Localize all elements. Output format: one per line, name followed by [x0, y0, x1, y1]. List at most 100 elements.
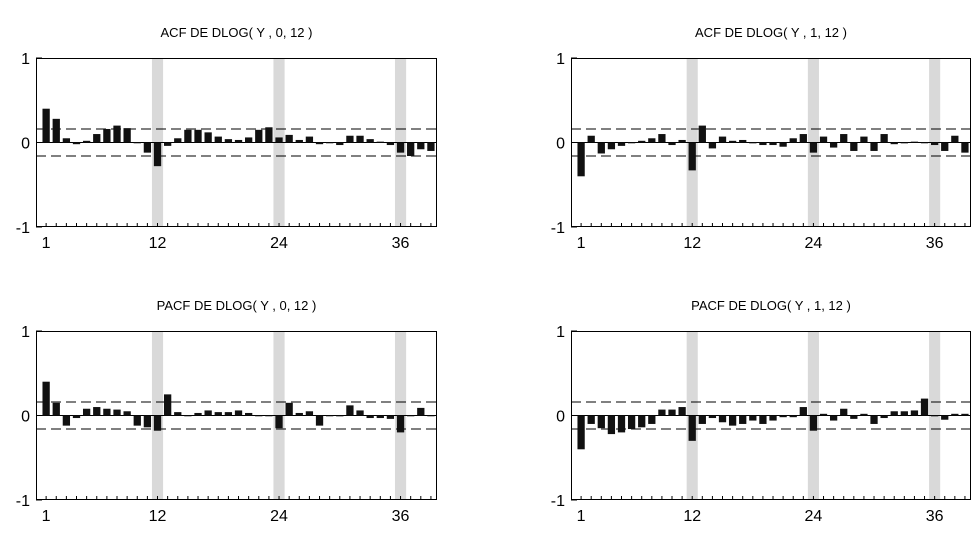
acf-bar-lag-33: [366, 139, 374, 143]
acf-bar-lag-25: [285, 134, 293, 143]
acf-bar-lag-3: [62, 138, 71, 143]
acf-bar-lag-28: [315, 415, 324, 426]
acf-bar-lag-32: [356, 135, 364, 143]
acf-bar-lag-34: [910, 141, 919, 143]
acf-bar-lag-7: [638, 140, 646, 143]
acf-bar-lag-23: [799, 407, 807, 416]
y-tick-label: 1: [21, 51, 30, 68]
acf-bar-lag-14: [174, 412, 182, 416]
acf-bar-lag-10: [668, 409, 676, 416]
acf-bar-lag-24: [809, 415, 818, 431]
acf-bar-lag-14: [708, 142, 717, 149]
acf-bar-lag-18: [749, 142, 757, 144]
acf-bar-lag-4: [607, 142, 616, 150]
acf-bar-lag-17: [204, 132, 212, 143]
acf-bar-lag-18: [214, 136, 222, 143]
x-tick-label: 12: [683, 508, 701, 525]
chart-title: ACF DE DLOG( Y , 1, 12 ): [695, 25, 847, 40]
acf-bar-lag-35: [920, 142, 929, 144]
y-tick-label: 0: [21, 136, 30, 153]
acf-bar-lag-28: [315, 142, 324, 145]
x-tick-label: 36: [392, 235, 410, 252]
correlogram-panel-4: PACF DE DLOG( Y , 1, 12 ) 1 0 -1 1 12 24 36: [551, 298, 971, 525]
acf-bar-lag-5: [82, 140, 91, 143]
acf-bar-lag-19: [759, 142, 767, 146]
acf-bar-lag-35: [920, 398, 929, 416]
acf-bar-lag-16: [728, 415, 737, 426]
acf-bar-lag-29: [860, 136, 868, 143]
acf-bar-lag-1: [577, 415, 585, 450]
acf-bar-lag-23: [265, 415, 273, 417]
x-tick-label: 1: [42, 508, 51, 525]
acf-bar-lag-38: [417, 142, 425, 150]
acf-bar-lag-13: [698, 125, 706, 143]
acf-bar-lag-33: [366, 415, 374, 419]
acf-bar-lag-5: [82, 408, 91, 416]
acf-bar-lag-27: [305, 136, 314, 143]
acf-bar-lag-18: [214, 412, 222, 416]
acf-bar-lag-20: [769, 142, 777, 146]
acf-bar-lag-17: [739, 139, 747, 143]
acf-bar-lag-36: [396, 142, 405, 153]
acf-bar-lag-2: [587, 415, 595, 424]
x-tick-label: 24: [805, 508, 823, 525]
acf-bar-lag-6: [627, 142, 636, 144]
acf-bar-lag-36: [396, 415, 405, 433]
acf-bar-lag-26: [829, 415, 838, 421]
acf-bar-lag-25: [819, 413, 828, 416]
acf-bar-lag-27: [305, 411, 314, 416]
acf-bar-lag-36: [931, 142, 939, 146]
acf-bar-lag-15: [718, 415, 727, 423]
acf-bar-lag-14: [708, 415, 717, 419]
acf-bar-lag-21: [779, 415, 787, 418]
acf-bar-lag-31: [346, 135, 354, 143]
acf-bar-lag-10: [668, 142, 676, 146]
acf-bar-lag-37: [941, 415, 949, 420]
x-tick-label: 36: [926, 235, 944, 252]
acf-bar-lag-28: [850, 415, 858, 419]
y-tick-label: 1: [556, 324, 565, 341]
acf-bar-lag-20: [234, 410, 243, 416]
acf-bar-lag-30: [336, 142, 344, 146]
acf-bar-lag-1: [42, 381, 50, 416]
acf-bar-lag-37: [407, 415, 415, 417]
acf-bar-lag-6: [627, 415, 636, 430]
y-tick-label: 1: [556, 51, 565, 68]
acf-bar-lag-11: [143, 415, 152, 428]
acf-bar-lag-30: [870, 142, 878, 151]
acf-bar-lag-2: [587, 135, 595, 143]
acf-bar-lag-24: [275, 137, 283, 143]
acf-bar-lag-38: [417, 407, 425, 416]
acf-bar-lag-24: [275, 415, 283, 429]
acf-bar-lag-6: [93, 134, 101, 143]
acf-bar-lag-23: [799, 134, 807, 143]
x-tick-label: 12: [149, 235, 167, 252]
acf-bar-lag-34: [910, 410, 919, 416]
x-tick-label: 36: [392, 508, 410, 525]
acf-bar-lag-22: [789, 415, 797, 418]
acf-bar-lag-19: [224, 139, 233, 143]
y-tick-label: 1: [21, 324, 30, 341]
acf-bar-lag-25: [819, 136, 828, 143]
acf-bar-lag-9: [123, 128, 131, 143]
acf-bar-lag-14: [174, 138, 182, 143]
acf-bar-lag-18: [749, 415, 757, 421]
acf-bar-lag-13: [163, 142, 172, 146]
acf-bar-lag-39: [961, 142, 969, 153]
acf-bar-lag-15: [718, 136, 727, 143]
acf-bar-lag-29: [326, 415, 334, 417]
acf-bar-lag-35: [386, 415, 395, 419]
acf-bar-lag-7: [103, 408, 111, 416]
y-tick-label: 0: [556, 136, 565, 153]
chart-title: PACF DE DLOG( Y , 0, 12 ): [157, 298, 317, 313]
acf-bar-lag-11: [678, 139, 686, 143]
acf-bar-lag-22: [789, 138, 797, 143]
acf-bar-lag-15: [184, 415, 192, 417]
acf-bar-lag-38: [951, 135, 959, 143]
chart-title: ACF DE DLOG( Y , 0, 12 ): [161, 25, 313, 40]
acf-bar-lag-31: [880, 415, 888, 419]
acf-bar-lag-3: [597, 415, 605, 429]
x-tick-label: 12: [683, 235, 701, 252]
